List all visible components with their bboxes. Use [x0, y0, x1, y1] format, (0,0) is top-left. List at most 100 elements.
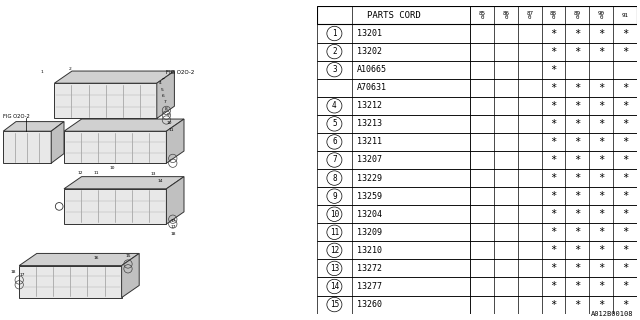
- Text: 12: 12: [330, 246, 339, 255]
- Text: *: *: [598, 28, 604, 38]
- Text: *: *: [574, 263, 580, 273]
- Polygon shape: [64, 119, 184, 131]
- Text: 18: 18: [170, 232, 175, 236]
- Text: PARTS CORD: PARTS CORD: [367, 11, 420, 20]
- Bar: [317, 151, 637, 169]
- Text: 17: 17: [170, 225, 175, 229]
- Polygon shape: [19, 253, 140, 266]
- Text: *: *: [622, 282, 628, 292]
- Polygon shape: [64, 131, 166, 163]
- Text: 15: 15: [330, 300, 339, 309]
- Text: 14: 14: [157, 179, 163, 183]
- Text: 13: 13: [330, 264, 339, 273]
- Text: *: *: [598, 119, 604, 129]
- Text: 11: 11: [93, 171, 99, 175]
- Text: 2: 2: [332, 47, 337, 56]
- Text: A012B00108: A012B00108: [591, 311, 634, 317]
- Text: 4: 4: [332, 101, 337, 110]
- Bar: [317, 277, 637, 296]
- Polygon shape: [51, 122, 64, 163]
- Text: 13277: 13277: [357, 282, 382, 291]
- Text: 10: 10: [330, 210, 339, 219]
- Text: *: *: [550, 28, 557, 38]
- Text: 88
0: 88 0: [550, 11, 557, 20]
- Text: *: *: [622, 101, 628, 111]
- Text: 1: 1: [332, 29, 337, 38]
- Text: *: *: [622, 263, 628, 273]
- Bar: [317, 24, 637, 43]
- Text: 13212: 13212: [357, 101, 382, 110]
- Polygon shape: [157, 71, 174, 118]
- Polygon shape: [54, 71, 174, 83]
- Text: 18: 18: [10, 270, 15, 274]
- Text: *: *: [550, 65, 557, 75]
- Text: *: *: [622, 119, 628, 129]
- Text: 16: 16: [93, 256, 99, 260]
- Polygon shape: [19, 266, 122, 298]
- Text: *: *: [550, 191, 557, 201]
- Text: *: *: [622, 191, 628, 201]
- Text: 91: 91: [621, 13, 628, 18]
- Text: FIG O2O-2: FIG O2O-2: [163, 69, 195, 79]
- Text: 11: 11: [168, 128, 174, 132]
- Text: 1: 1: [40, 70, 43, 74]
- Text: 13211: 13211: [357, 137, 382, 147]
- Text: *: *: [598, 300, 604, 309]
- Text: *: *: [550, 173, 557, 183]
- Text: *: *: [550, 47, 557, 57]
- Bar: [317, 60, 637, 79]
- Text: 4: 4: [159, 81, 161, 85]
- Text: 86
0: 86 0: [502, 11, 509, 20]
- Text: *: *: [598, 209, 604, 219]
- Text: 5: 5: [160, 88, 163, 92]
- Text: *: *: [574, 282, 580, 292]
- Text: 6: 6: [162, 94, 164, 98]
- Text: 85
0: 85 0: [479, 11, 486, 20]
- Text: *: *: [550, 300, 557, 309]
- Polygon shape: [54, 83, 157, 118]
- Text: 17: 17: [20, 273, 25, 277]
- Text: *: *: [550, 101, 557, 111]
- Text: 12: 12: [77, 171, 83, 175]
- Text: *: *: [550, 83, 557, 93]
- Text: *: *: [598, 137, 604, 147]
- Text: *: *: [574, 83, 580, 93]
- Text: *: *: [598, 263, 604, 273]
- Text: *: *: [574, 300, 580, 309]
- Text: 13210: 13210: [357, 246, 382, 255]
- Text: *: *: [598, 191, 604, 201]
- Text: *: *: [574, 119, 580, 129]
- Text: *: *: [598, 227, 604, 237]
- Text: *: *: [598, 101, 604, 111]
- Text: 13: 13: [151, 172, 156, 176]
- Text: 7: 7: [163, 100, 166, 104]
- Polygon shape: [122, 253, 140, 298]
- Text: *: *: [598, 83, 604, 93]
- Text: *: *: [622, 209, 628, 219]
- Text: *: *: [550, 155, 557, 165]
- Text: *: *: [598, 282, 604, 292]
- Bar: [317, 115, 637, 133]
- Text: 6: 6: [332, 137, 337, 147]
- Bar: [317, 6, 637, 24]
- Text: 3: 3: [332, 65, 337, 74]
- Bar: [317, 79, 637, 97]
- Text: *: *: [550, 245, 557, 255]
- Text: *: *: [574, 191, 580, 201]
- Polygon shape: [64, 177, 184, 189]
- Polygon shape: [3, 122, 64, 131]
- Text: 9: 9: [166, 113, 170, 117]
- Text: 8: 8: [332, 173, 337, 183]
- Text: *: *: [622, 245, 628, 255]
- Text: 14: 14: [330, 282, 339, 291]
- Text: 10: 10: [167, 121, 172, 125]
- Bar: [317, 43, 637, 60]
- Text: *: *: [598, 155, 604, 165]
- Text: 13201: 13201: [357, 29, 382, 38]
- Text: A10665: A10665: [357, 65, 387, 74]
- Polygon shape: [166, 177, 184, 224]
- Bar: [317, 187, 637, 205]
- Bar: [317, 169, 637, 187]
- Text: *: *: [622, 300, 628, 309]
- Text: 15: 15: [125, 254, 131, 258]
